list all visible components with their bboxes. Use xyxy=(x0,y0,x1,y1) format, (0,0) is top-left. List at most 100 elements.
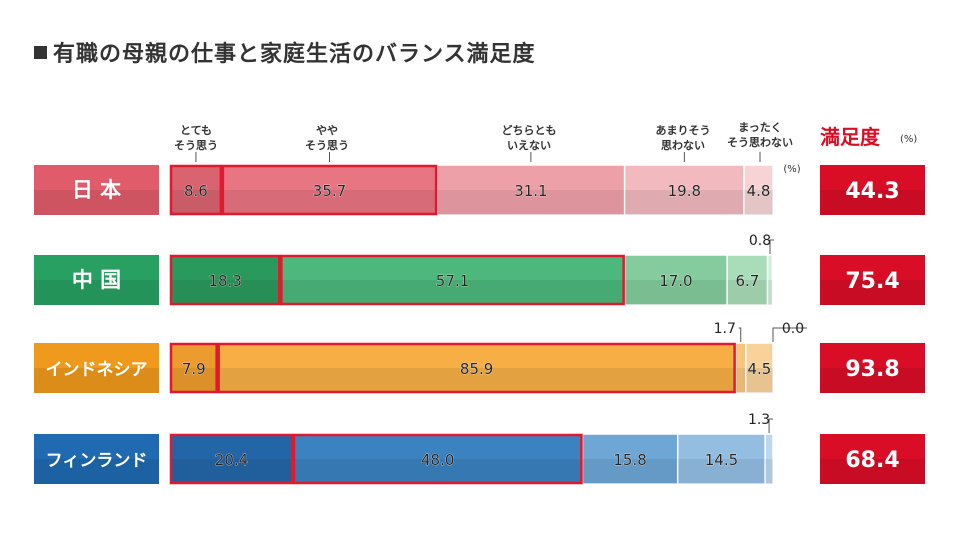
data-label: 14.5 xyxy=(705,451,738,469)
satisfaction-value: 93.8 xyxy=(845,357,899,382)
data-label: 85.9 xyxy=(460,360,493,378)
data-label: 48.0 xyxy=(421,451,454,469)
bar-segment-shade xyxy=(767,280,773,305)
bar-segment-shade xyxy=(677,459,766,484)
country-label-shade xyxy=(34,190,159,215)
satisfaction-box xyxy=(820,255,925,305)
data-label-leader xyxy=(738,327,742,342)
bar-segment-shade xyxy=(765,459,773,484)
legend-cat3-line2: いえない xyxy=(507,139,551,152)
bar-segment-shade xyxy=(437,190,625,215)
data-label: 4.8 xyxy=(747,182,771,200)
legend-cat4-line2: 思わない xyxy=(661,139,705,152)
data-label: 4.5 xyxy=(748,360,772,378)
bar-segment xyxy=(279,254,626,306)
bar-segment-shade xyxy=(280,280,625,305)
bar-segment xyxy=(764,433,774,485)
legend-cat4-line1: あまりそう xyxy=(656,124,711,137)
bar-segment xyxy=(623,164,745,216)
bar-segment-shade xyxy=(293,459,583,484)
highlight-frame-somewhat xyxy=(221,164,438,216)
country-label: 日 本 xyxy=(72,178,121,202)
highlight-frame-strong xyxy=(169,254,281,306)
country-label-shade xyxy=(34,280,159,305)
bar-segment xyxy=(623,254,728,306)
data-label: 35.7 xyxy=(313,182,346,200)
data-label: 17.0 xyxy=(659,272,692,290)
bar-segment-shade xyxy=(221,190,438,215)
bar-segment-shade xyxy=(745,368,773,393)
data-label: 15.8 xyxy=(613,451,646,469)
title-square-icon xyxy=(34,46,47,59)
satisfaction-box-shade xyxy=(820,280,925,305)
bar-segment xyxy=(726,254,769,306)
legend-unit: (%) xyxy=(783,164,800,175)
bar-segment-shade xyxy=(727,280,768,305)
row-2: インドネシア 7.9 85.9 1.7 4.5 0.0 93.8 xyxy=(34,321,925,394)
data-label: 6.7 xyxy=(735,272,759,290)
data-label-leader xyxy=(768,418,774,433)
highlight-frame-strong xyxy=(169,342,218,394)
chart-title-text: 有職の母親の仕事と家庭生活のバランス満足度 xyxy=(53,42,536,67)
satisfaction-unit: (%) xyxy=(900,134,917,145)
row-1: 中 国 18.3 57.1 17.0 6.7 0.8 75.4 xyxy=(34,233,925,306)
legend-ticks xyxy=(195,152,761,162)
bar-segment-shade xyxy=(170,368,218,393)
legend-cat1-line2: そう思う xyxy=(174,139,218,152)
data-label: 8.6 xyxy=(184,182,208,200)
bar-segment xyxy=(676,433,766,485)
row-0: 日 本 8.6 35.7 31.1 19.8 4.8 44.3 xyxy=(34,164,925,216)
satisfaction-box xyxy=(820,343,925,393)
data-label: 1.3 xyxy=(748,412,770,428)
country-label: フィンランド xyxy=(46,451,148,471)
highlight-frame-strong xyxy=(169,164,223,216)
highlight-frame-strong xyxy=(169,433,294,485)
bar-segment-shade xyxy=(170,280,281,305)
bar-segment-shade xyxy=(170,459,294,484)
legend-headers: とても そう思う やや そう思う どちらとも いえない あまりそう 思わない ま… xyxy=(174,121,801,175)
bar-segment xyxy=(745,342,774,394)
legend-cat2-line2: そう思う xyxy=(305,139,349,152)
bar-segment-shade xyxy=(735,368,746,393)
bar-segment-shade xyxy=(624,190,745,215)
satisfaction-box-shade xyxy=(820,190,925,215)
data-label: 0.8 xyxy=(749,233,771,249)
legend-cat2-line1: やや xyxy=(316,124,338,137)
legend-cat5-line2: そう思わない xyxy=(727,136,793,149)
row-3: フィンランド 20.4 48.0 15.8 14.5 1.3 68.4 xyxy=(34,412,925,485)
highlight-frame-somewhat xyxy=(217,342,736,394)
data-label-leader xyxy=(772,327,807,342)
country-label-box xyxy=(34,434,159,484)
data-label: 18.3 xyxy=(208,272,241,290)
data-label: 1.7 xyxy=(714,321,736,337)
data-label: 31.1 xyxy=(514,182,547,200)
bar-segment xyxy=(766,254,774,306)
country-label-shade xyxy=(34,459,159,484)
satisfaction-value: 68.4 xyxy=(845,448,899,473)
country-label-box xyxy=(34,343,159,393)
satisfaction-value: 75.4 xyxy=(845,269,899,294)
highlight-frame-somewhat xyxy=(280,254,625,306)
satisfaction-header: 満足度 xyxy=(820,125,881,149)
bar-segment-shade xyxy=(582,459,678,484)
legend-cat3-line1: どちらとも xyxy=(502,124,557,137)
satisfaction-box xyxy=(820,434,925,484)
data-label: 19.8 xyxy=(668,182,701,200)
bar-segment-shade xyxy=(744,190,773,215)
bar-segment-shade xyxy=(624,280,728,305)
data-label: 0.0 xyxy=(782,321,804,337)
bar-segment xyxy=(436,164,626,216)
data-label: 57.1 xyxy=(436,272,469,290)
country-label: 中 国 xyxy=(72,268,121,292)
bar-segment xyxy=(743,164,774,216)
highlight-frame-somewhat xyxy=(292,433,583,485)
data-label: 20.4 xyxy=(215,451,248,469)
chart-title: 有職の母親の仕事と家庭生活のバランス満足度 xyxy=(34,36,536,68)
satisfaction-box xyxy=(820,165,925,215)
satisfaction-value: 44.3 xyxy=(845,179,899,204)
bar-segment-shade xyxy=(217,368,736,393)
chart-rows: 日 本 8.6 35.7 31.1 19.8 4.8 44.3 中 国 18.3 57.1 17.0… xyxy=(34,164,925,485)
country-label-shade xyxy=(34,368,159,393)
bar-segment-shade xyxy=(170,190,222,215)
